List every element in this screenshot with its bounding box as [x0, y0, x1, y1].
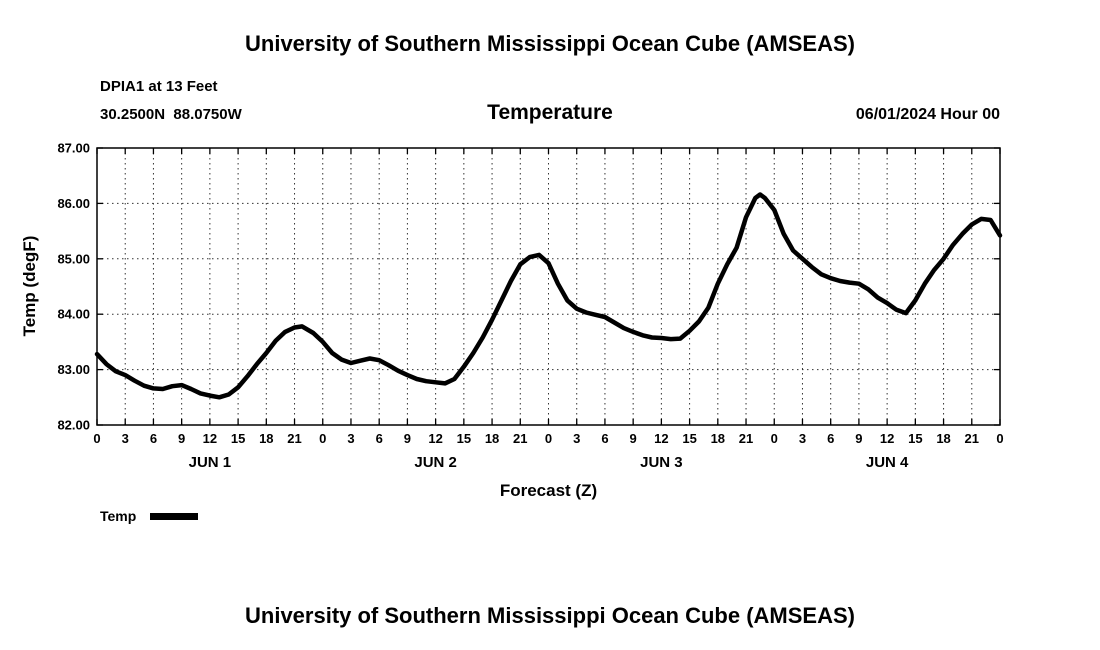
x-tick-label: 15: [231, 431, 245, 446]
x-tick-label: 15: [457, 431, 471, 446]
x-tick-label: 21: [965, 431, 979, 446]
x-axis-label: Forecast (Z): [499, 481, 598, 500]
x-tick-label: 21: [287, 431, 301, 446]
x-tick-label: 0: [996, 431, 1003, 446]
x-tick-label: 9: [630, 431, 637, 446]
legend: Temp: [100, 508, 199, 524]
x-tick-label: 0: [93, 431, 100, 446]
chart-title: Temperature: [487, 101, 613, 124]
temperature-chart: 0 3 6 9 12 15 18 21 0 3 6 9 12 15 18 21 0 3 6 9 12 15 18 21 0 3 6 9…: [57, 141, 1003, 472]
day-label: JUN 4: [866, 454, 909, 471]
x-tick-label: 18: [711, 431, 725, 446]
coordinates-label: 30.2500N 88.0750W: [100, 106, 242, 123]
x-tick-label: 0: [771, 431, 778, 446]
x-tick-label: 15: [908, 431, 922, 446]
y-tick-label: 82.00: [57, 418, 90, 433]
x-tick-label: 9: [404, 431, 411, 446]
x-tick-label: 6: [150, 431, 157, 446]
x-tick-label: 3: [347, 431, 354, 446]
x-tick-label: 0: [319, 431, 326, 446]
x-tick-label: 0: [545, 431, 552, 446]
y-tick-label: 85.00: [57, 251, 90, 266]
x-tick-label: 3: [573, 431, 580, 446]
y-tick-label: 83.00: [57, 362, 90, 377]
station-label: DPIA1 at 13 Feet: [100, 78, 218, 95]
legend-label: Temp: [100, 508, 137, 524]
x-tick-label: 12: [654, 431, 668, 446]
y-tick-label: 86.00: [57, 196, 90, 211]
x-tick-label: 9: [855, 431, 862, 446]
x-tick-label: 12: [203, 431, 217, 446]
day-label: JUN 1: [189, 454, 232, 471]
page-title: University of Southern Mississippi Ocean…: [245, 31, 855, 56]
y-tick-label: 87.00: [57, 141, 90, 156]
x-tick-label: 9: [178, 431, 185, 446]
day-label: JUN 2: [414, 454, 457, 471]
day-label: JUN 3: [640, 454, 683, 471]
x-tick-label: 12: [880, 431, 894, 446]
temperature-line: [94, 192, 1003, 400]
x-tick-label: 3: [122, 431, 129, 446]
x-tick-label: 6: [376, 431, 383, 446]
x-tick-label: 21: [513, 431, 527, 446]
x-tick-label: 12: [428, 431, 442, 446]
x-tick-label: 6: [601, 431, 608, 446]
x-tick-label: 15: [682, 431, 696, 446]
x-tick-label: 21: [739, 431, 753, 446]
run-timestamp: 06/01/2024 Hour 00: [855, 106, 1000, 123]
legend-line-swatch: [150, 512, 199, 520]
second-page-title: University of Southern Mississippi Ocean…: [245, 603, 855, 628]
x-tick-label: 18: [259, 431, 273, 446]
y-tick-label: 84.00: [57, 307, 90, 322]
x-tick-label: 18: [485, 431, 499, 446]
x-tick-label: 18: [936, 431, 950, 446]
x-tick-label: 3: [799, 431, 806, 446]
x-tick-label: 6: [827, 431, 834, 446]
plot-border: [96, 147, 1001, 426]
